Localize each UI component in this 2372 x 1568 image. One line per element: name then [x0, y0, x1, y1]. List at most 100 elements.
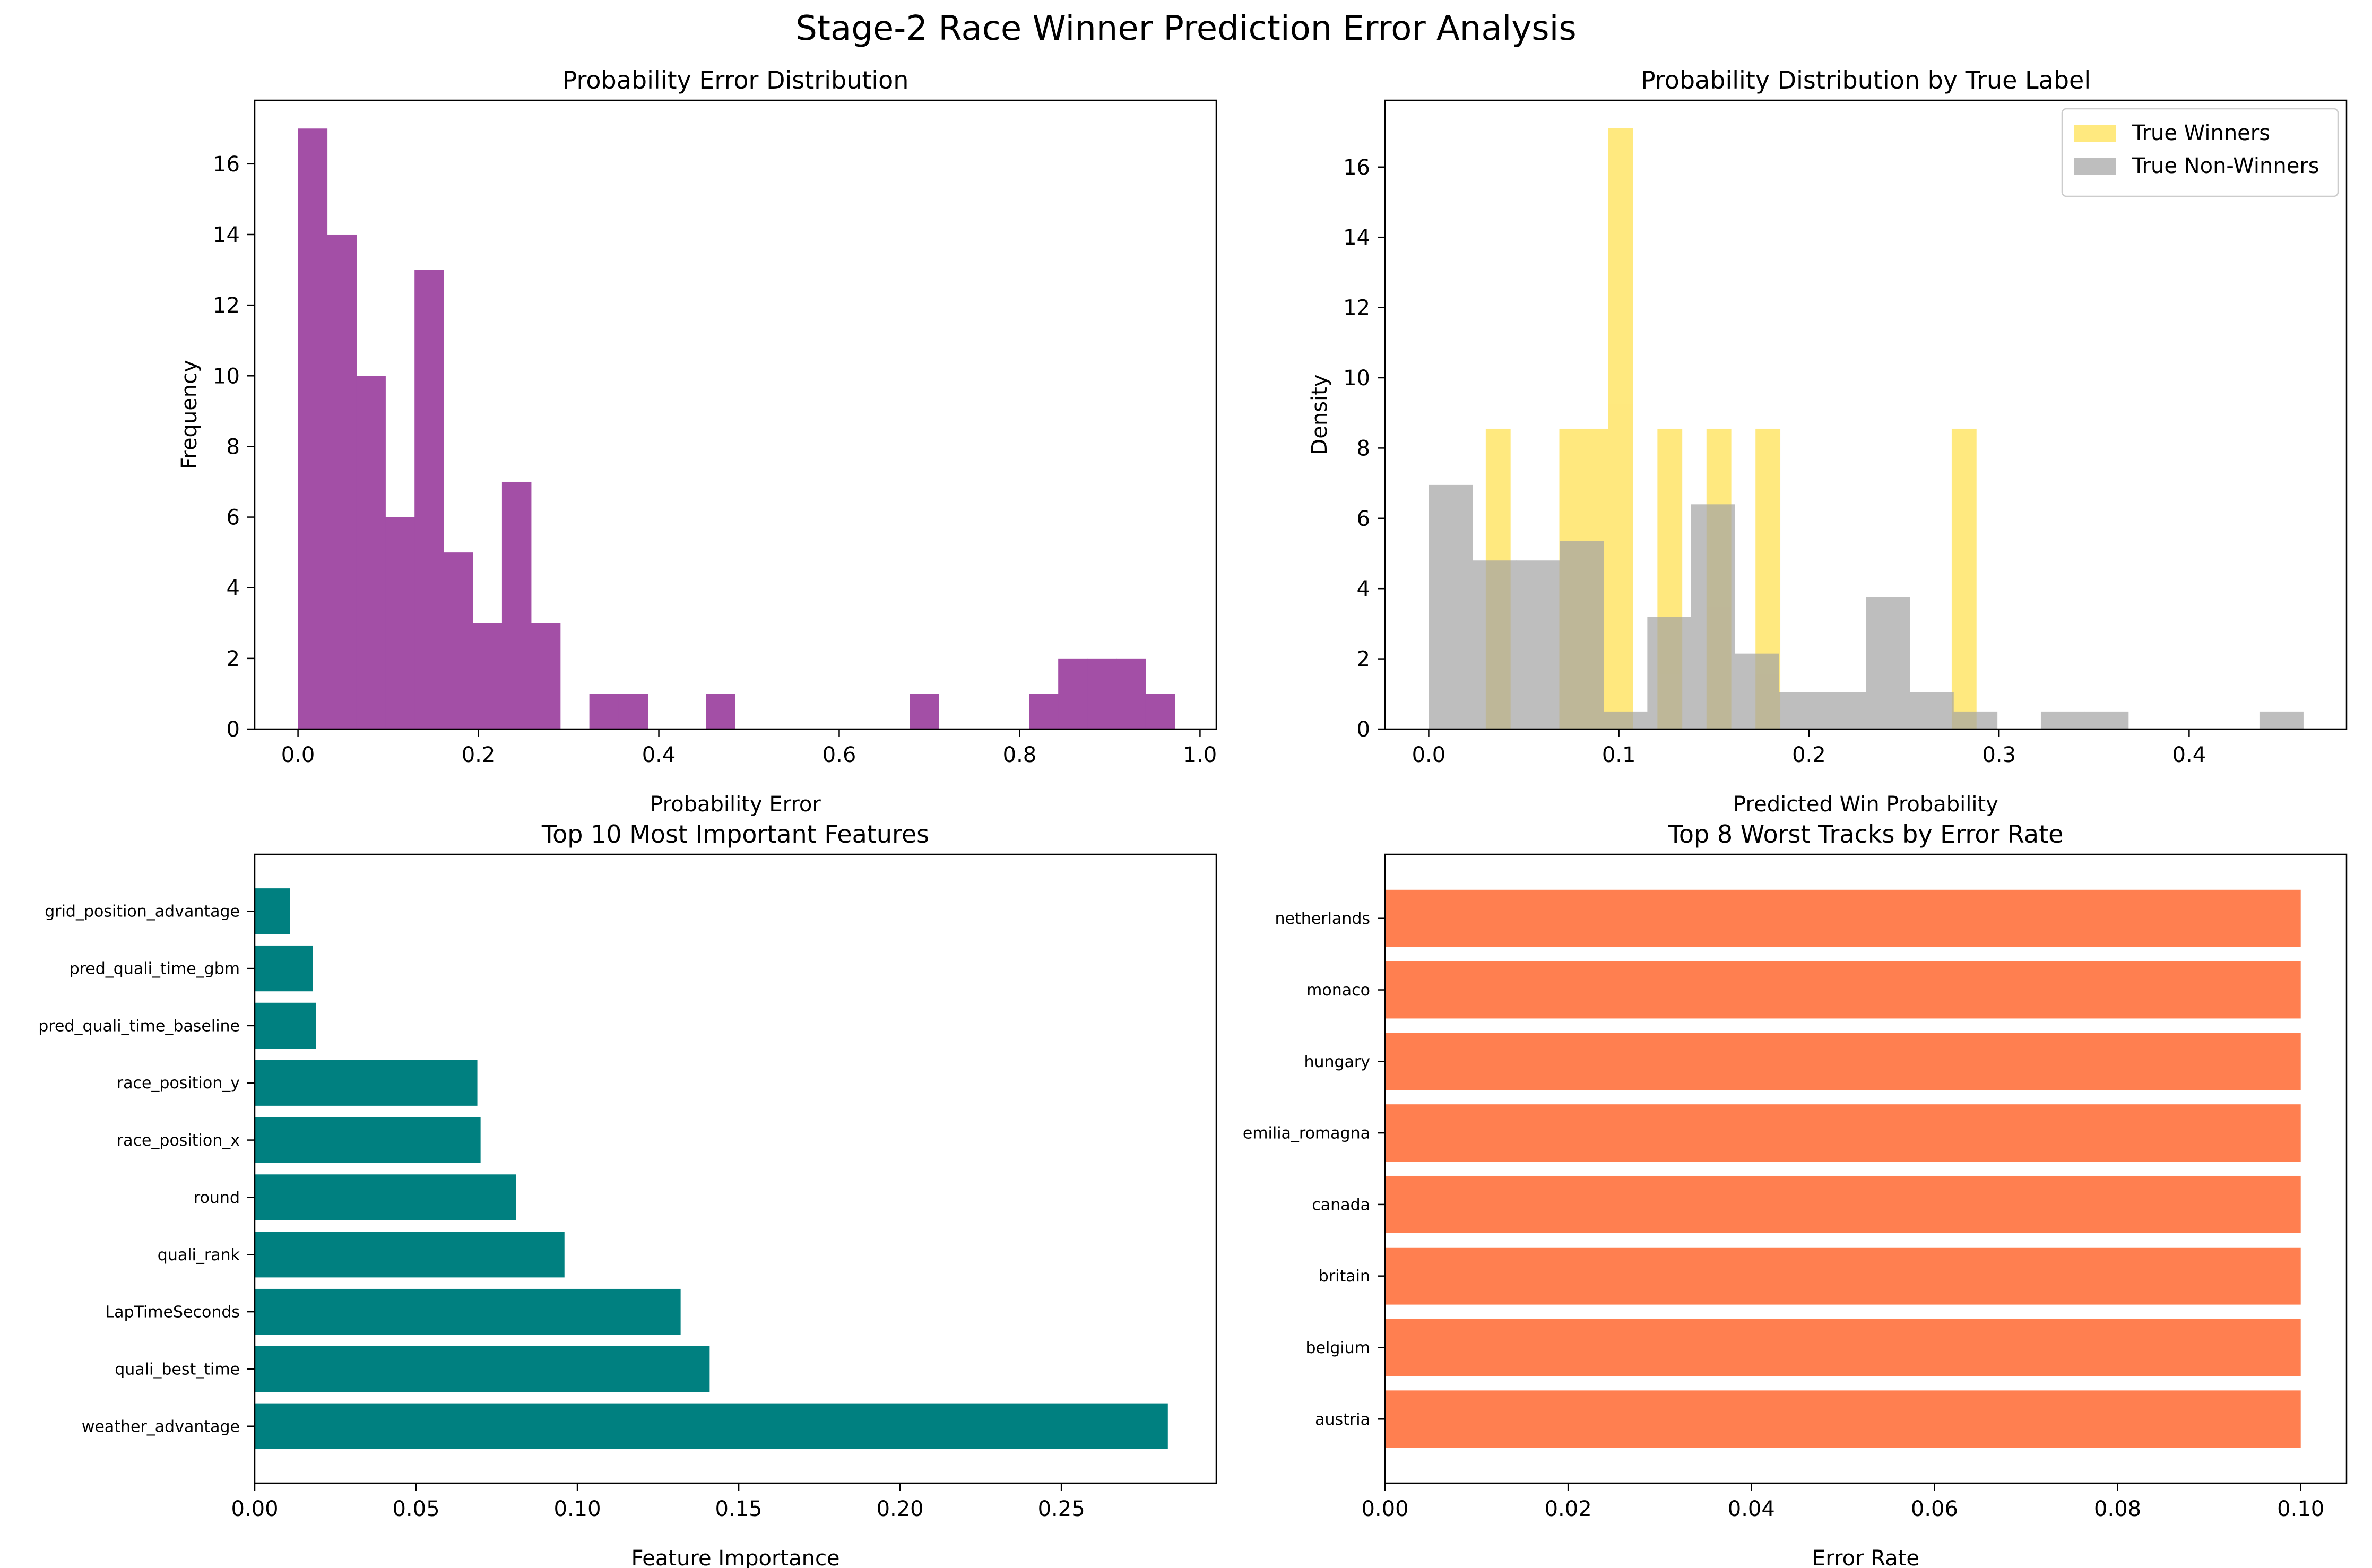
axes-frame [1384, 99, 2348, 730]
histogram-bar [1145, 694, 1175, 729]
series-true-non-winners-bar [1822, 692, 1866, 729]
category-label: pred_quali_time_baseline [38, 1017, 240, 1035]
figure-title: Stage-2 Race Winner Prediction Error Ana… [795, 9, 1576, 48]
category-label: round [194, 1189, 240, 1207]
category-label: hungary [1304, 1053, 1370, 1071]
x-tick-label: 0.20 [877, 1497, 924, 1521]
y-tick-label: 4 [1357, 577, 1370, 601]
x-tick-label: 0.0 [281, 743, 315, 767]
x-tick-label: 0.3 [1982, 743, 2016, 767]
series-true-non-winners-bar [2040, 711, 2085, 729]
y-tick-label: 16 [213, 152, 240, 177]
bar [1385, 1390, 2301, 1448]
y-axis-label: Density [1308, 374, 1332, 455]
category-label: austria [1315, 1410, 1370, 1429]
legend: True Winners True Non-Winners [2061, 108, 2339, 197]
histogram-bar [618, 694, 648, 729]
y-tick-label: 6 [227, 506, 240, 530]
bar [255, 1346, 710, 1392]
y-tick-label: 0 [227, 717, 240, 742]
y-tick-label: 10 [1343, 366, 1370, 391]
x-tick-label: 0.06 [1911, 1497, 1958, 1521]
x-tick-label: 0.15 [715, 1497, 763, 1521]
x-tick-label: 0.04 [1728, 1497, 1775, 1521]
legend-label: True Winners [2132, 121, 2270, 145]
series-true-non-winners-bar [1516, 560, 1561, 729]
x-tick-label: 0.02 [1545, 1497, 1592, 1521]
x-tick-label: 0.25 [1038, 1497, 1085, 1521]
bar [255, 945, 313, 992]
category-label: netherlands [1275, 909, 1370, 928]
panel-top-features: weather_advantage quali_best_time LapTimeS… [38, 820, 1217, 1568]
y-tick-label: 14 [1343, 226, 1370, 250]
category-label: monaco [1306, 981, 1370, 1000]
histogram-bar [356, 376, 386, 729]
bar [1385, 889, 2301, 947]
x-tick-label: 0.4 [2172, 743, 2206, 767]
series-true-non-winners-bar [1560, 541, 1604, 729]
panel-probability-error-distribution: Probability Error Distribution Probabilit… [177, 66, 1217, 817]
y-tick-label: 10 [213, 364, 240, 388]
series-true-non-winners-bar [2259, 711, 2304, 729]
series-true-non-winners-bar [1778, 692, 1823, 729]
category-label: belgium [1306, 1339, 1370, 1357]
axes-title: Probability Error Distribution [562, 66, 909, 94]
series-true-non-winners-bar [1953, 711, 1998, 729]
y-tick-label: 2 [227, 647, 240, 671]
x-axis-label: Predicted Win Probability [1733, 792, 1998, 817]
series-true-non-winners-bar [1866, 597, 1910, 729]
x-tick-label: 0.0 [1412, 743, 1446, 767]
bar [255, 1288, 681, 1335]
category-label: grid_position_advantage [45, 903, 240, 921]
histogram-bar [327, 234, 357, 729]
y-tick-label: 0 [1357, 717, 1370, 742]
x-tick-label: 0.00 [231, 1497, 278, 1521]
axes-title: Probability Distribution by True Label [1641, 66, 2091, 94]
histogram-bar [589, 694, 619, 729]
y-axis-label: Frequency [177, 360, 202, 470]
bar [255, 1232, 565, 1278]
category-label: quali_rank [158, 1246, 240, 1264]
category-label: pred_quali_time_gbm [70, 960, 240, 978]
y-tick-label: 6 [1357, 507, 1370, 531]
category-label: race_position_x [117, 1131, 240, 1150]
histogram-bar [473, 623, 503, 729]
y-tick-label: 16 [1343, 155, 1370, 180]
bar [255, 1174, 516, 1220]
histogram-bar [444, 552, 473, 729]
y-tick-label: 8 [227, 435, 240, 459]
axes-title: Top 8 Worst Tracks by Error Rate [1668, 820, 2064, 848]
series-true-non-winners [1429, 484, 2304, 729]
series-true-non-winners-bar [1691, 504, 1735, 729]
x-tick-label: 0.8 [1003, 743, 1037, 767]
histogram-bar [910, 694, 939, 729]
bar [255, 1403, 1168, 1449]
series-true-non-winners-bar [1735, 653, 1779, 729]
histogram-bar [706, 694, 735, 729]
histogram-bar [298, 128, 328, 729]
histogram-bar [414, 270, 444, 730]
legend-box [2061, 108, 2339, 197]
y-tick-label: 4 [227, 576, 240, 601]
y-tick-label: 12 [213, 293, 240, 318]
x-tick-label: 0.10 [2277, 1497, 2324, 1521]
bar [1385, 1104, 2301, 1162]
category-label: race_position_y [117, 1074, 240, 1093]
category-label: britain [1319, 1267, 1370, 1286]
histogram-bar [501, 481, 532, 729]
bar [255, 1060, 478, 1106]
legend-swatch [2074, 125, 2116, 142]
bar [1385, 1033, 2301, 1090]
histogram-bar [385, 517, 415, 729]
bar [1385, 1175, 2301, 1233]
x-axis-label: Probability Error [650, 792, 821, 817]
y-tick-label: 2 [1357, 647, 1370, 672]
series-true-winners-bar [1608, 128, 1633, 729]
x-tick-label: 0.08 [2094, 1497, 2141, 1521]
x-tick-label: 1.0 [1183, 743, 1217, 767]
category-label: weather_advantage [82, 1417, 240, 1436]
category-label: LapTimeSeconds [105, 1303, 240, 1322]
histogram-bar [1029, 694, 1059, 729]
legend-swatch [2074, 158, 2116, 175]
